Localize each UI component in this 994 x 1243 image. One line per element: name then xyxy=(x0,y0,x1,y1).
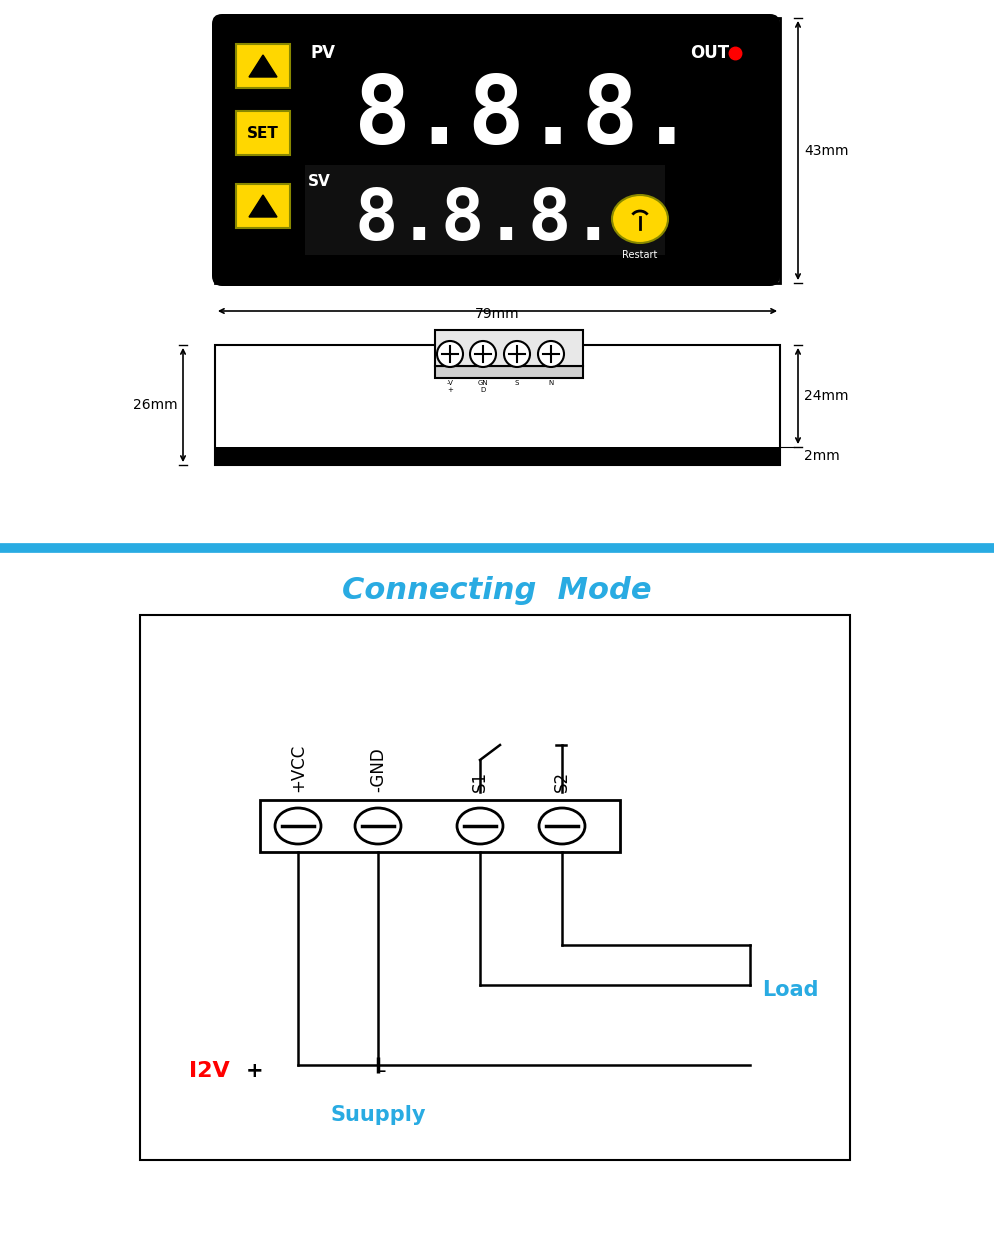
Text: OUT: OUT xyxy=(690,44,730,62)
Bar xyxy=(140,615,850,1160)
Bar xyxy=(305,165,665,255)
Ellipse shape xyxy=(355,808,401,844)
Text: 43mm: 43mm xyxy=(804,143,849,158)
Text: SV: SV xyxy=(308,174,331,189)
Text: Load: Load xyxy=(762,979,818,1001)
Ellipse shape xyxy=(539,808,585,844)
Text: -: - xyxy=(380,1062,387,1081)
Polygon shape xyxy=(249,55,277,77)
Text: 79mm: 79mm xyxy=(475,307,520,321)
Text: Connecting  Mode: Connecting Mode xyxy=(342,576,652,604)
Text: 8.8.8.: 8.8.8. xyxy=(355,72,696,164)
Ellipse shape xyxy=(275,808,321,844)
Circle shape xyxy=(504,341,530,367)
Text: S: S xyxy=(515,380,519,387)
Text: +: + xyxy=(247,1062,263,1081)
Text: +VCC: +VCC xyxy=(289,743,307,792)
Bar xyxy=(435,365,583,378)
FancyBboxPatch shape xyxy=(212,14,780,286)
Text: Suupply: Suupply xyxy=(330,1105,425,1125)
Text: -GND: -GND xyxy=(369,747,387,792)
FancyBboxPatch shape xyxy=(236,44,290,88)
Text: SET: SET xyxy=(248,126,279,140)
Text: 2mm: 2mm xyxy=(804,449,840,462)
Bar xyxy=(215,17,780,283)
Text: 26mm: 26mm xyxy=(133,398,178,411)
Text: GN
D: GN D xyxy=(478,380,488,393)
Text: S2: S2 xyxy=(553,771,571,792)
Circle shape xyxy=(470,341,496,367)
Text: PV: PV xyxy=(310,44,335,62)
Bar xyxy=(215,447,780,465)
Text: 24mm: 24mm xyxy=(804,389,849,403)
Text: N: N xyxy=(549,380,554,387)
FancyBboxPatch shape xyxy=(236,111,290,155)
Ellipse shape xyxy=(457,808,503,844)
Text: 8.8.8.: 8.8.8. xyxy=(355,185,615,255)
FancyBboxPatch shape xyxy=(236,184,290,227)
Ellipse shape xyxy=(612,195,668,242)
Circle shape xyxy=(538,341,564,367)
Polygon shape xyxy=(249,195,277,218)
Bar xyxy=(260,800,620,851)
Text: S1: S1 xyxy=(471,771,489,792)
Bar xyxy=(305,35,745,165)
Text: I2V: I2V xyxy=(189,1062,230,1081)
Text: Restart: Restart xyxy=(622,250,658,260)
Bar xyxy=(435,329,583,365)
Circle shape xyxy=(437,341,463,367)
Bar xyxy=(215,346,780,465)
Text: -V
+: -V + xyxy=(446,380,453,393)
